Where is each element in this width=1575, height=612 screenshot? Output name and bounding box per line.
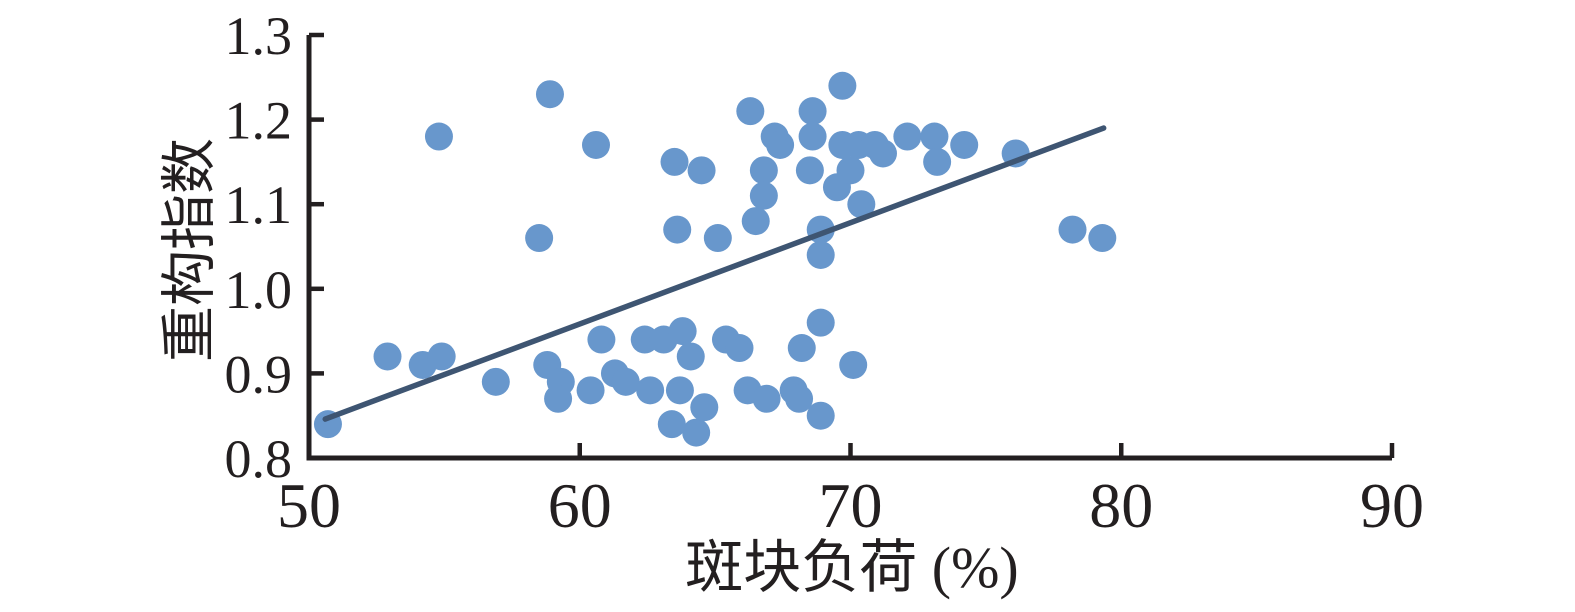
data-point	[424, 122, 453, 151]
data-point	[1058, 215, 1087, 244]
data-point	[576, 376, 605, 405]
data-point	[682, 418, 711, 447]
x-tick-label: 90	[1360, 470, 1424, 541]
data-point	[749, 156, 778, 185]
data-point	[587, 325, 616, 354]
data-point	[687, 156, 716, 185]
data-point	[795, 156, 824, 185]
data-point	[749, 181, 778, 210]
data-point	[660, 147, 689, 176]
data-point	[923, 147, 952, 176]
data-point	[663, 215, 692, 244]
data-point	[581, 130, 610, 159]
data-point	[657, 410, 686, 439]
data-point	[668, 317, 697, 346]
y-tick-label: 0.9	[225, 344, 293, 404]
x-tick-label: 80	[1089, 470, 1153, 541]
y-tick-label: 1.3	[225, 6, 293, 66]
data-point	[725, 334, 754, 363]
data-point	[806, 240, 835, 269]
data-point	[544, 384, 573, 413]
data-point	[1088, 224, 1117, 253]
x-tick-label: 50	[277, 470, 341, 541]
data-point	[525, 224, 554, 253]
y-tick-label: 0.8	[225, 429, 293, 489]
data-point	[798, 97, 827, 126]
data-point	[920, 122, 949, 151]
data-point	[427, 342, 456, 371]
data-point	[665, 376, 694, 405]
data-point	[611, 367, 640, 396]
data-point	[950, 130, 979, 159]
trend-line	[322, 125, 1107, 422]
x-axis-title: 斑块负荷 (%)	[685, 535, 1019, 600]
data-point	[806, 308, 835, 337]
data-point	[798, 122, 827, 151]
data-point	[752, 384, 781, 413]
y-axis-title: 重构指数	[159, 138, 222, 362]
data-point	[535, 80, 564, 109]
data-point	[785, 384, 814, 413]
data-point	[741, 207, 770, 236]
data-point	[373, 342, 402, 371]
y-tick-label: 1.0	[225, 260, 293, 320]
y-tick-label: 1.1	[225, 175, 293, 235]
data-point	[836, 156, 865, 185]
x-tick-label: 70	[819, 470, 883, 541]
data-point	[766, 130, 795, 159]
data-point	[893, 122, 922, 151]
data-point	[868, 139, 897, 168]
data-point	[839, 350, 868, 379]
data-point	[806, 401, 835, 430]
data-point	[703, 224, 732, 253]
data-point	[636, 376, 665, 405]
y-tick-label: 1.2	[225, 91, 293, 151]
data-point	[736, 97, 765, 126]
data-point	[676, 342, 705, 371]
data-point	[828, 71, 857, 100]
data-point	[787, 334, 816, 363]
x-tick-label: 60	[548, 470, 612, 541]
data-point	[481, 367, 510, 396]
data-point	[690, 393, 719, 422]
data-point	[847, 190, 876, 219]
